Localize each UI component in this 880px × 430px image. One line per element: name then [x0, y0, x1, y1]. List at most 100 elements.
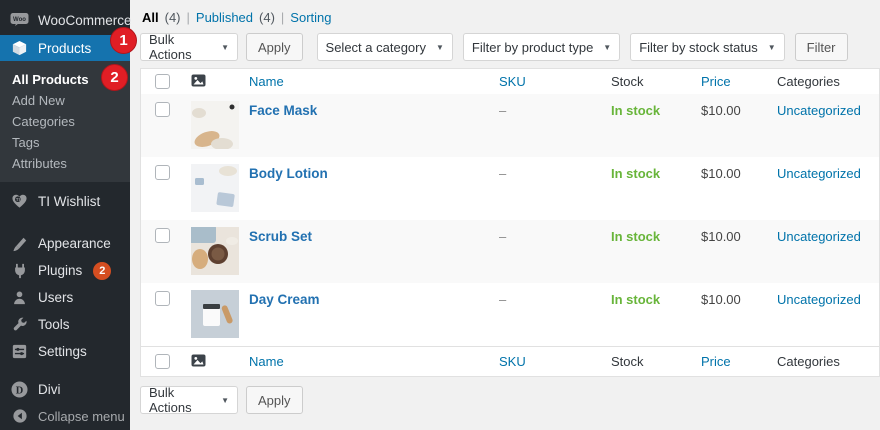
sidebar-item-all-products[interactable]: All Products: [12, 72, 89, 87]
sidebar-item-tools[interactable]: Tools: [0, 311, 130, 338]
table-row: Body Lotion – In stock $10.00 Uncategori…: [141, 157, 879, 220]
chevron-down-icon: ▼: [435, 42, 444, 52]
sku-value: –: [499, 229, 507, 244]
woocommerce-icon: Woo: [10, 12, 29, 28]
stock-column-header: Stock: [611, 354, 644, 369]
sidebar-item-label: Users: [38, 290, 74, 305]
product-thumbnail[interactable]: [191, 164, 239, 212]
product-type-filter-select[interactable]: Filter by product type ▼: [462, 33, 621, 61]
row-checkbox[interactable]: [155, 165, 170, 180]
filter-button[interactable]: Filter: [794, 33, 848, 61]
category-link[interactable]: Uncategorized: [777, 166, 861, 181]
product-name-link[interactable]: Scrub Set: [249, 229, 313, 244]
sidebar-item-tags[interactable]: Tags: [12, 135, 40, 150]
sort-by-sku[interactable]: SKU: [499, 74, 526, 89]
product-name-link[interactable]: Body Lotion: [249, 166, 328, 181]
product-thumbnail[interactable]: [189, 225, 239, 275]
product-name-link[interactable]: Face Mask: [249, 103, 318, 118]
row-checkbox[interactable]: [155, 102, 170, 117]
sku-value: –: [499, 166, 507, 181]
product-thumbnail[interactable]: [191, 101, 239, 150]
sidebar-divider: [0, 216, 130, 230]
category-link[interactable]: Uncategorized: [777, 229, 861, 244]
svg-text:TI: TI: [16, 197, 20, 202]
chevron-down-icon: ▼: [221, 395, 229, 405]
sidebar-item-add-new[interactable]: Add New: [12, 93, 65, 108]
table-row: Scrub Set – In stock $10.00 Uncategorize…: [141, 220, 879, 283]
sort-by-sku[interactable]: SKU: [499, 354, 526, 369]
sidebar-item-users[interactable]: Users: [0, 284, 130, 311]
sidebar-item-appearance[interactable]: Appearance: [0, 230, 130, 257]
select-value: Select a category: [325, 39, 426, 55]
sidebar-item-ti-wishlist[interactable]: TI TI Wishlist: [0, 186, 130, 216]
sort-by-name[interactable]: Name: [249, 74, 284, 89]
sidebar-item-products[interactable]: Products: [0, 35, 130, 61]
view-all-link[interactable]: All: [142, 9, 159, 25]
stock-status-filter-select[interactable]: Filter by stock status ▼: [630, 33, 785, 61]
list-toolbar-top: Bulk Actions ▼ Apply Select a category ▼…: [140, 32, 880, 62]
product-thumbnail[interactable]: [191, 290, 239, 338]
price-value: $10.00: [701, 103, 741, 118]
chevron-down-icon: ▼: [221, 42, 229, 52]
collapse-menu-button[interactable]: Collapse menu: [0, 403, 130, 429]
list-toolbar-bottom: Bulk Actions ▼ Apply: [140, 385, 880, 415]
select-value: Bulk Actions: [149, 385, 192, 415]
sidebar-item-woocommerce[interactable]: Woo WooCommerce: [0, 5, 132, 35]
price-value: $10.00: [701, 292, 741, 307]
apply-button[interactable]: Apply: [246, 33, 303, 61]
table-row: Day Cream – In stock $10.00 Uncategorize…: [141, 283, 879, 346]
sidebar-item-attributes[interactable]: Attributes: [12, 156, 67, 171]
sidebar-item-plugins[interactable]: Plugins 2: [0, 257, 130, 284]
sidebar-item-categories[interactable]: Categories: [12, 114, 75, 129]
product-box-icon: [10, 40, 29, 57]
view-published-count: (4): [259, 9, 275, 25]
sort-by-price[interactable]: Price: [701, 74, 731, 89]
sort-by-price[interactable]: Price: [701, 354, 731, 369]
select-all-checkbox[interactable]: [155, 74, 170, 89]
image-column-icon: [191, 74, 206, 90]
settings-sliders-icon: [10, 344, 29, 359]
products-table: Name SKU Stock Price Categories Face Mas…: [140, 68, 880, 377]
sidebar-item-label: Collapse menu: [38, 408, 125, 424]
sku-value: –: [499, 103, 507, 118]
chevron-down-icon: ▼: [603, 42, 612, 52]
product-name-link[interactable]: Day Cream: [249, 292, 320, 307]
stock-status: In stock: [611, 292, 661, 307]
sidebar-item-label: Settings: [38, 344, 87, 359]
annotation-step-1: 1: [110, 27, 137, 54]
row-checkbox[interactable]: [155, 228, 170, 243]
table-footer-row: Name SKU Stock Price Categories: [141, 346, 879, 376]
bulk-actions-select[interactable]: Bulk Actions ▼: [140, 32, 238, 62]
svg-text:Woo: Woo: [13, 17, 26, 23]
view-published-link[interactable]: Published: [195, 9, 254, 25]
wrench-icon: [10, 317, 29, 333]
plug-icon: [10, 263, 29, 279]
bulk-actions-select-bottom[interactable]: Bulk Actions ▼: [140, 385, 238, 415]
sort-by-name[interactable]: Name: [249, 354, 284, 369]
stock-status: In stock: [611, 166, 661, 181]
user-icon: [10, 290, 29, 305]
category-filter-select[interactable]: Select a category ▼: [316, 33, 453, 61]
price-value: $10.00: [701, 229, 741, 244]
apply-button-bottom[interactable]: Apply: [246, 386, 303, 414]
paintbrush-icon: [10, 236, 29, 252]
stock-status: In stock: [611, 229, 661, 244]
categories-column-header: Categories: [777, 74, 840, 89]
category-link[interactable]: Uncategorized: [777, 292, 861, 307]
view-sorting-link[interactable]: Sorting: [290, 9, 332, 25]
chevron-down-icon: ▼: [767, 42, 776, 52]
plugins-update-badge: 2: [93, 261, 112, 280]
sidebar-item-label: Plugins: [38, 263, 83, 278]
sidebar-item-divi[interactable]: D Divi: [0, 375, 130, 403]
categories-column-header: Categories: [777, 354, 840, 369]
sidebar-item-label: Appearance: [38, 236, 111, 251]
sidebar-item-settings[interactable]: Settings: [0, 338, 130, 365]
select-all-checkbox[interactable]: [155, 354, 170, 369]
row-checkbox[interactable]: [155, 291, 170, 306]
separator: |: [280, 9, 285, 25]
sidebar-item-label: Divi: [38, 381, 61, 397]
stock-status: In stock: [611, 103, 661, 118]
select-value: Bulk Actions: [149, 32, 192, 62]
svg-text:D: D: [16, 385, 24, 396]
category-link[interactable]: Uncategorized: [777, 103, 861, 118]
